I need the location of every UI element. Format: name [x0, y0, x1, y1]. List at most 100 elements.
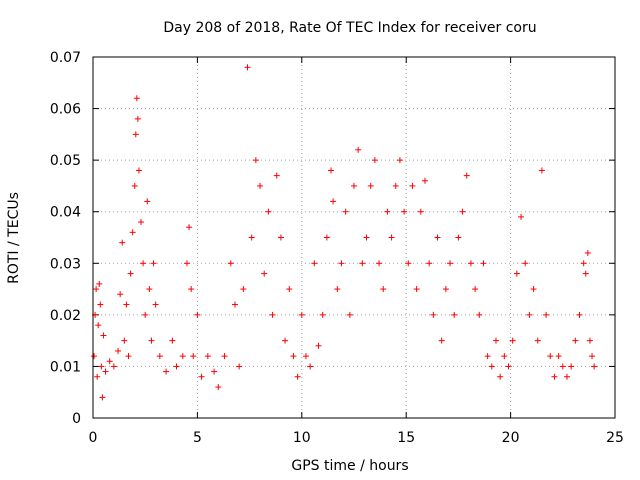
data-point — [269, 311, 276, 318]
x-tick-label: 10 — [293, 430, 311, 446]
data-point — [555, 353, 562, 360]
data-point — [179, 353, 186, 360]
data-point — [476, 311, 483, 318]
data-point — [501, 353, 508, 360]
data-point — [591, 363, 598, 370]
data-point — [413, 286, 420, 293]
x-tick-label: 5 — [193, 430, 202, 446]
data-point — [131, 182, 138, 189]
data-point — [215, 384, 222, 391]
data-point — [480, 260, 487, 267]
data-point — [463, 172, 470, 179]
data-point — [100, 332, 107, 339]
data-point — [497, 373, 504, 380]
data-point — [244, 64, 251, 71]
data-point — [186, 224, 193, 231]
data-point — [148, 337, 155, 344]
data-point — [459, 208, 466, 215]
data-point — [589, 353, 596, 360]
data-point — [91, 353, 98, 360]
data-point — [509, 337, 516, 344]
data-point — [396, 157, 403, 164]
data-point — [472, 286, 479, 293]
y-tick-label: 0.03 — [50, 256, 81, 272]
data-point — [150, 260, 157, 267]
data-point — [522, 260, 529, 267]
data-point — [261, 270, 268, 277]
data-point — [152, 301, 159, 308]
data-point — [286, 286, 293, 293]
data-point — [580, 260, 587, 267]
data-point — [144, 198, 151, 205]
data-point — [513, 270, 520, 277]
x-axis-label: GPS time / hours — [291, 458, 408, 474]
data-point — [311, 260, 318, 267]
y-tick-label: 0.02 — [50, 308, 81, 324]
data-point — [584, 249, 591, 256]
data-point — [392, 182, 399, 189]
data-point — [298, 311, 305, 318]
data-point — [227, 260, 234, 267]
data-point — [135, 167, 142, 174]
data-point — [273, 172, 280, 179]
data-point — [140, 260, 147, 267]
data-point — [568, 363, 575, 370]
data-point — [334, 286, 341, 293]
y-axis-label: ROTI / TECUs — [6, 192, 22, 284]
data-point — [123, 301, 130, 308]
data-point — [277, 234, 284, 241]
data-point — [505, 363, 512, 370]
data-point — [290, 353, 297, 360]
data-point — [359, 260, 366, 267]
data-point — [376, 260, 383, 267]
data-point — [338, 260, 345, 267]
data-point — [467, 260, 474, 267]
data-point — [417, 208, 424, 215]
data-point — [142, 311, 149, 318]
data-point — [121, 337, 128, 344]
data-point — [328, 167, 335, 174]
data-point — [265, 208, 272, 215]
data-point — [115, 347, 122, 354]
data-point — [106, 358, 113, 365]
x-tick-label: 20 — [502, 430, 520, 446]
data-point — [315, 342, 322, 349]
axis-ticks: 0 5 10 15 20 25 0 0.01 0.02 0.03 0.04 0.05 0.06 0.07 — [50, 50, 624, 446]
chart-title: Day 208 of 2018, Rate Of TEC Index for r… — [163, 20, 536, 36]
y-tick-label: 0.06 — [50, 102, 81, 118]
y-tick-label: 0 — [72, 411, 81, 427]
data-point — [211, 368, 218, 375]
data-point — [401, 208, 408, 215]
data-point — [405, 260, 412, 267]
data-point — [572, 337, 579, 344]
data-point — [204, 353, 211, 360]
data-point — [221, 353, 228, 360]
data-point — [371, 157, 378, 164]
data-point — [129, 229, 136, 236]
data-point — [183, 260, 190, 267]
data-point — [430, 311, 437, 318]
data-point — [380, 286, 387, 293]
data-point — [133, 95, 140, 102]
data-point — [576, 311, 583, 318]
data-point — [342, 208, 349, 215]
data-point — [534, 337, 541, 344]
data-point — [169, 337, 176, 344]
data-point — [146, 286, 153, 293]
data-point — [484, 353, 491, 360]
data-point — [559, 363, 566, 370]
data-point — [110, 363, 117, 370]
data-point — [582, 270, 589, 277]
data-point — [156, 353, 163, 360]
data-point — [252, 157, 259, 164]
data-point — [363, 234, 370, 241]
data-point — [351, 182, 357, 189]
data-point — [355, 146, 362, 153]
y-tick-label: 0.04 — [50, 205, 81, 221]
data-point — [543, 311, 550, 318]
x-tick-label: 15 — [397, 430, 415, 446]
y-tick-label: 0.05 — [50, 153, 81, 169]
data-point — [346, 311, 353, 318]
data-point — [240, 286, 247, 293]
